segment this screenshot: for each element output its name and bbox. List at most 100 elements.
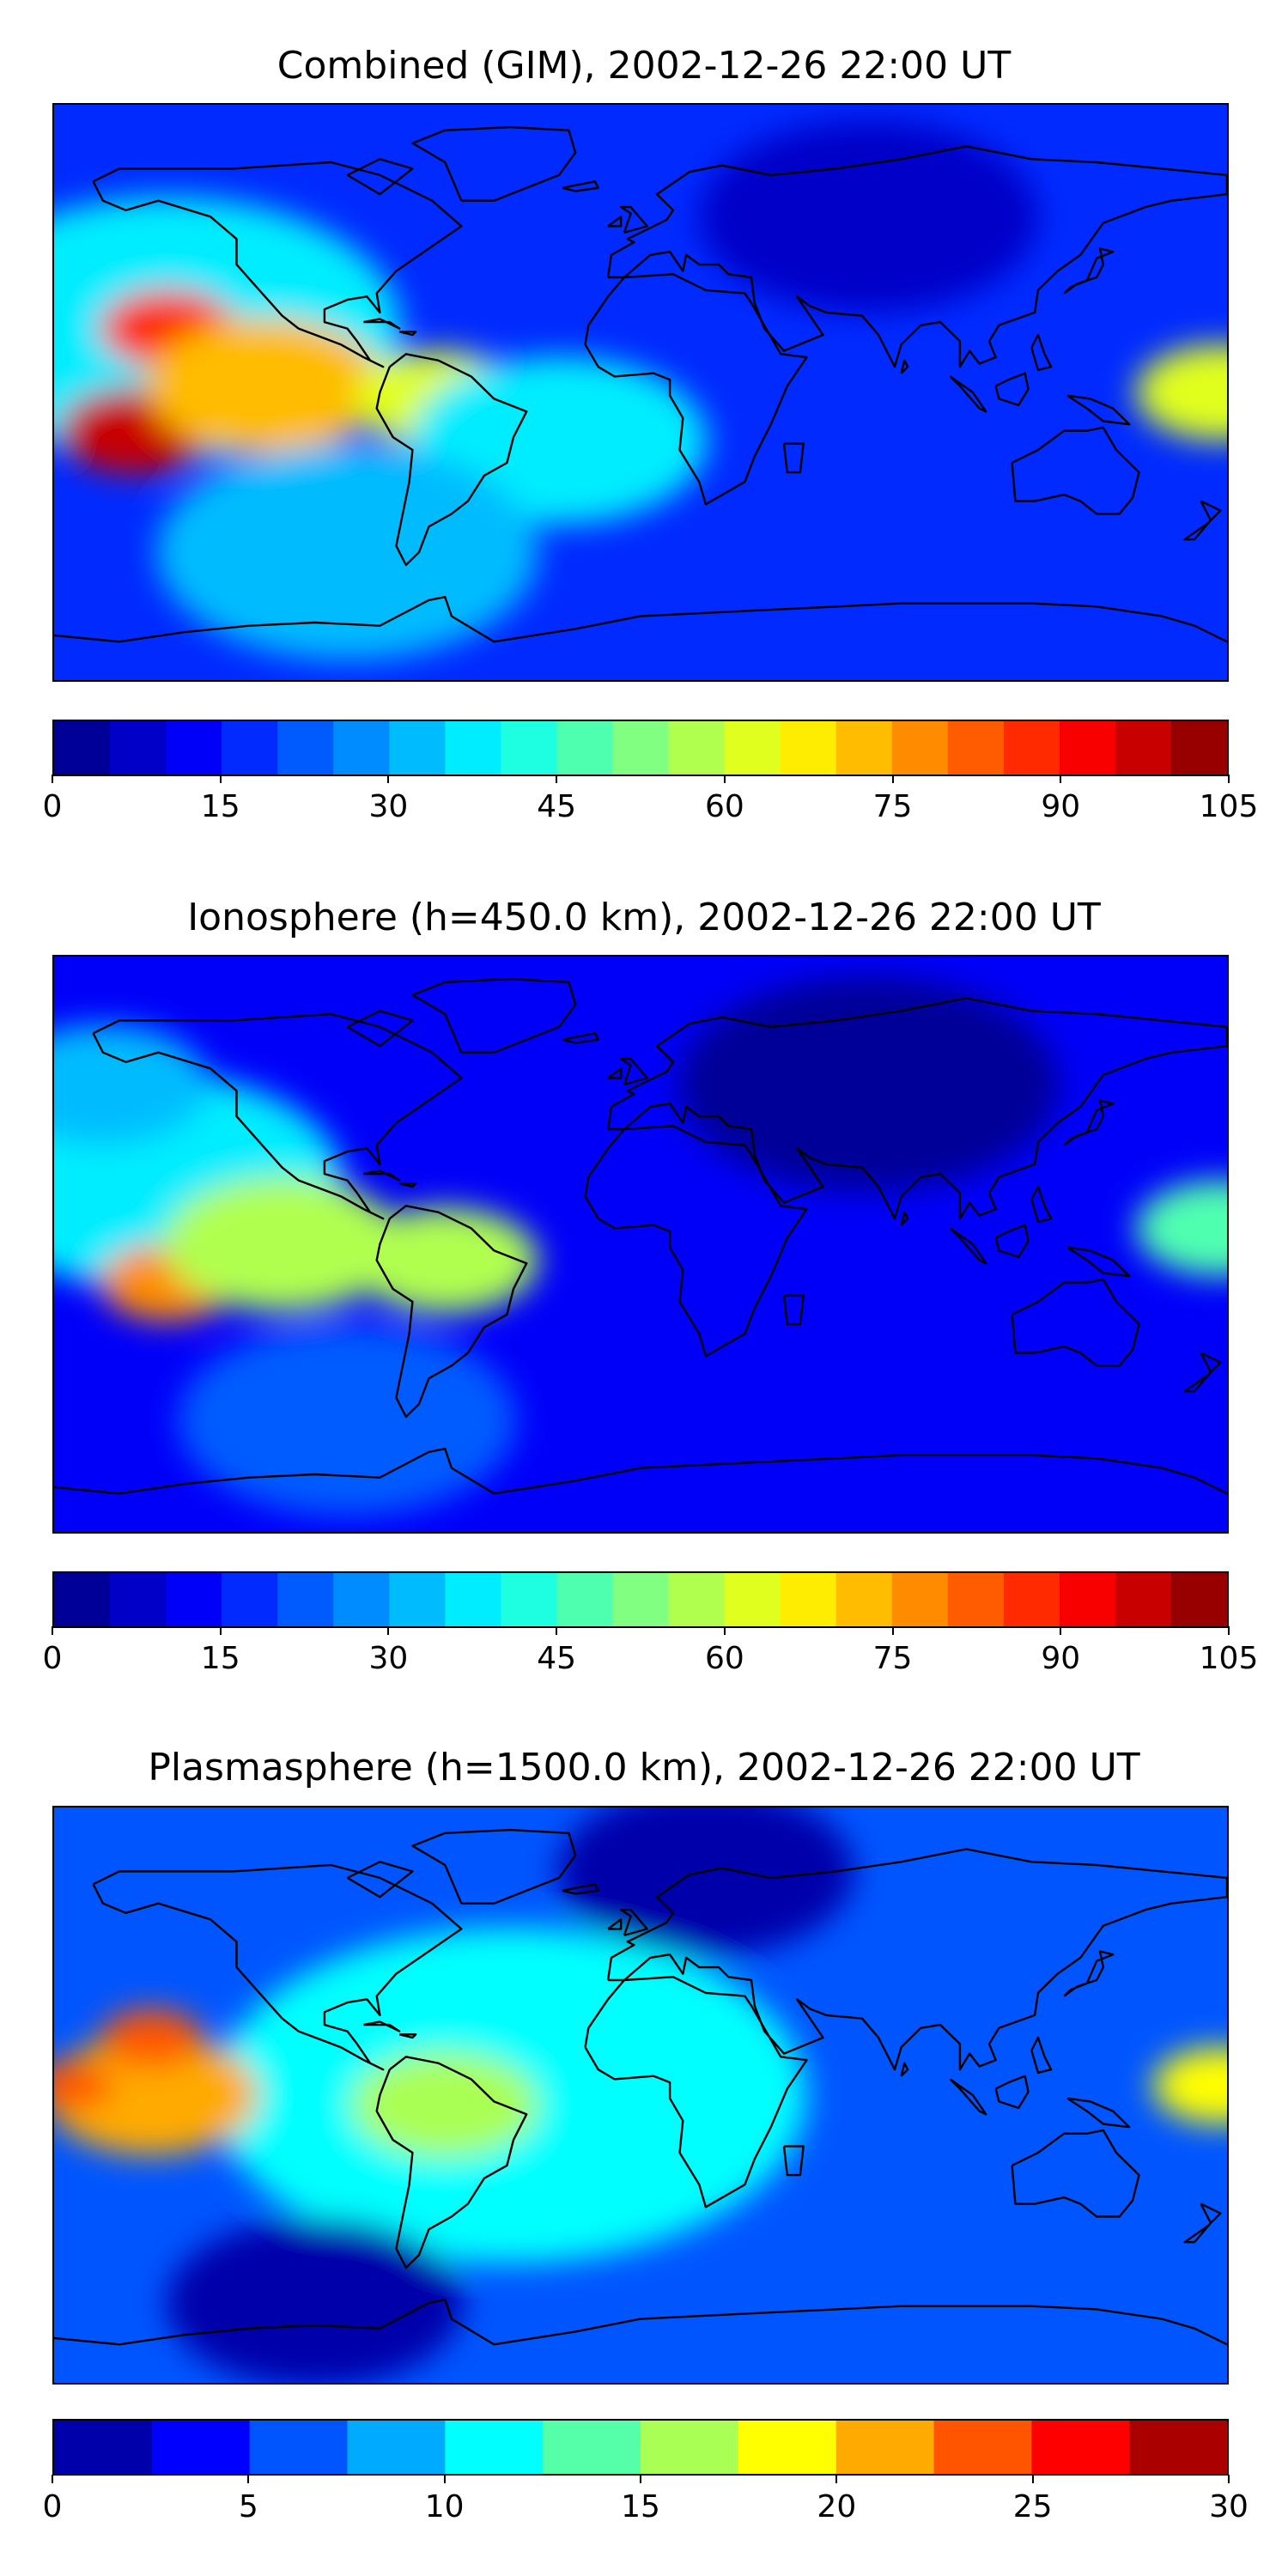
coastline-11 [949,1227,987,1265]
colorbar-tick-label: 25 [1012,2489,1053,2524]
coastline-18 [363,1170,401,1182]
colorbar-segment-4 [445,2421,544,2474]
colorbar-tick-label: 75 [872,1641,913,1676]
colorbar-segment-3 [347,2421,446,2474]
coastline-8 [607,216,623,228]
coastline-0 [92,1012,463,1220]
colorbar-segment-5 [543,2421,641,2474]
colorbar-segment-14 [835,1573,893,1626]
coastline-4 [1011,2129,1140,2218]
coastline-7 [620,205,648,234]
field-feature-5 [1135,1180,1227,1277]
field-feature-3 [54,2061,113,2110]
colorbar-tick-mark [891,1626,894,1635]
panel-2-colorbar [52,1571,1229,1628]
colorbar-segment-10 [612,1573,670,1626]
colorbar-segment-20 [1170,721,1227,775]
colorbar-tick-label: 0 [42,1641,63,1676]
colorbar-segment-11 [1129,2421,1227,2474]
field-feature-8 [156,444,538,660]
coastline-12 [994,372,1030,407]
field-features [54,1807,1227,2383]
colorbar-tick-label: 90 [1041,789,1081,824]
colorbar-segment-2 [166,721,222,775]
colorbar-tick-label: 45 [537,789,577,824]
colorbar-tick-mark [387,775,390,783]
colorbar-segment-5 [333,1573,390,1626]
coastline-18 [363,318,401,330]
coastline-19 [398,2033,417,2039]
colorbar-segment-8 [501,1573,558,1626]
coastline-16 [900,359,909,374]
field-features [54,976,1227,1516]
coastline-0 [92,161,463,368]
colorbar-tick-mark [219,1626,222,1635]
colorbar-tick-mark [247,2475,250,2483]
colorbar-tick-mark [1060,1626,1062,1635]
coastline-17 [1030,2036,1053,2075]
colorbar-segment-15 [891,1573,949,1626]
coastline-9 [562,1883,599,1895]
colorbar-tick-label: 10 [424,2489,465,2524]
colorbar-segment-16 [947,721,1005,775]
coastline-16 [900,2062,909,2077]
coastline-12 [994,1224,1030,1259]
colorbar-segment-1 [110,721,167,775]
field-feature-3 [351,1207,538,1313]
coastline-1 [375,1205,528,1419]
colorbar-tick-label: 20 [817,2489,857,2524]
panel-1-title: Combined (GIM), 2002-12-26 22:00 UT [276,44,1012,88]
coastline-10 [1063,247,1115,295]
colorbar-tick-label: 45 [537,1641,577,1676]
colorbar-tick-label: 0 [42,789,63,824]
colorbar-tick-mark [723,775,726,783]
colorbar-segment-20 [1170,1573,1227,1626]
field-features [54,120,1227,660]
panel-2-map-svg [54,957,1227,1532]
colorbar-tick-mark [1060,775,1062,783]
colorbar-segment-4 [277,721,334,775]
coastline-17 [1030,333,1053,372]
coastline-13 [1066,394,1131,426]
colorbar-segment-7 [445,721,501,775]
coastline-5 [411,1828,577,1905]
field-feature-7 [178,1324,517,1516]
field-feature-3 [147,319,385,453]
field-feature-2 [163,1176,401,1312]
panel-2-title: Ionosphere (h=450.0 km), 2002-12-26 22:0… [187,896,1101,939]
colorbar-tick-label: 105 [1199,1641,1259,1676]
coastline-2 [584,273,808,506]
coastline-7 [620,1908,648,1937]
panel-1-colorbar-svg [54,721,1227,775]
coastline-14 [782,442,805,474]
coastline-13 [1066,1246,1131,1278]
coastline-18 [363,2020,401,2032]
colorbar-segment-6 [389,1573,446,1626]
colorbar-segment-3 [222,1573,278,1626]
colorbar-segment-0 [54,721,111,775]
colorbar-tick-mark [723,1626,726,1635]
colorbar-segment-13 [780,1573,837,1626]
colorbar-tick-label: 90 [1041,1641,1081,1676]
field-feature-7 [167,2219,464,2383]
colorbar-tick-label: 5 [238,2489,258,2524]
field-feature-6 [1135,344,1227,440]
coastline-1 [375,353,528,567]
colorbar-segment-18 [1059,1573,1116,1626]
coastline-1 [375,2056,528,2269]
colorbar-tick-label: 15 [200,1641,240,1676]
colorbar-tick-label: 75 [872,789,913,824]
coastline-20 [346,1010,414,1048]
colorbar-segment-8 [501,721,558,775]
field-feature-5 [1152,2047,1227,2124]
coastline-6 [54,2299,1227,2346]
coastline-14 [782,1294,805,1326]
colorbar-tick-label: 0 [42,2489,63,2524]
colorbar-tick-mark [556,775,558,783]
colorbar-segment-13 [780,721,837,775]
panel-2-colorbar-ticks: 0 15 30 45 60 75 90 105 [43,1626,1258,1678]
coastline-7 [620,1057,648,1086]
coastline-20 [346,158,414,196]
colorbar-segment-0 [54,2421,153,2474]
colorbar-tick-mark [1228,775,1230,783]
